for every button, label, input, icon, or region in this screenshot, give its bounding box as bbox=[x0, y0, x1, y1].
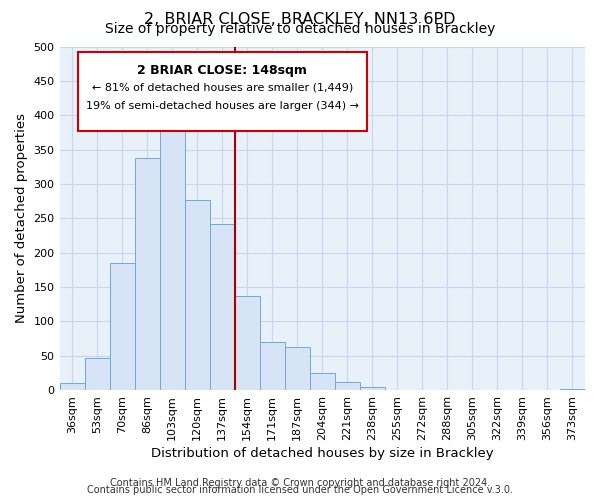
Bar bbox=[360, 386, 385, 390]
Bar bbox=[160, 116, 185, 390]
Text: 19% of semi-detached houses are larger (344) →: 19% of semi-detached houses are larger (… bbox=[86, 102, 359, 112]
Bar bbox=[59, 383, 85, 390]
Bar bbox=[110, 263, 134, 390]
Y-axis label: Number of detached properties: Number of detached properties bbox=[15, 114, 28, 324]
Bar bbox=[310, 373, 335, 390]
Text: 2, BRIAR CLOSE, BRACKLEY, NN13 6PD: 2, BRIAR CLOSE, BRACKLEY, NN13 6PD bbox=[144, 12, 456, 28]
Text: Contains public sector information licensed under the Open Government Licence v.: Contains public sector information licen… bbox=[87, 485, 513, 495]
Text: Size of property relative to detached houses in Brackley: Size of property relative to detached ho… bbox=[105, 22, 495, 36]
Bar bbox=[285, 347, 310, 390]
Bar bbox=[335, 382, 360, 390]
Bar bbox=[134, 158, 160, 390]
Bar bbox=[560, 388, 585, 390]
Bar bbox=[260, 342, 285, 390]
FancyBboxPatch shape bbox=[78, 52, 367, 130]
X-axis label: Distribution of detached houses by size in Brackley: Distribution of detached houses by size … bbox=[151, 447, 494, 460]
Text: ← 81% of detached houses are smaller (1,449): ← 81% of detached houses are smaller (1,… bbox=[92, 82, 353, 92]
Bar bbox=[235, 296, 260, 390]
Text: 2 BRIAR CLOSE: 148sqm: 2 BRIAR CLOSE: 148sqm bbox=[137, 64, 307, 76]
Bar bbox=[209, 224, 235, 390]
Text: Contains HM Land Registry data © Crown copyright and database right 2024.: Contains HM Land Registry data © Crown c… bbox=[110, 478, 490, 488]
Bar bbox=[185, 200, 209, 390]
Bar bbox=[85, 358, 110, 390]
